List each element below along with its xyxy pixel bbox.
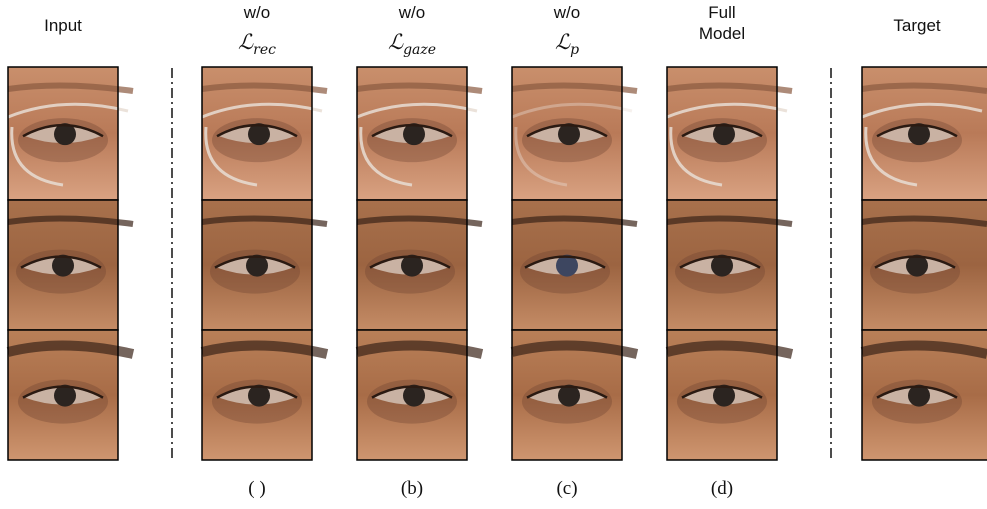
glasses (356, 102, 478, 187)
loss-symbol: ℒ (238, 30, 254, 54)
loss-label: ℒrec (238, 30, 276, 58)
column-header: Input (44, 16, 82, 35)
tile-border (861, 329, 987, 461)
caption: (b) (401, 478, 423, 499)
loss-label: ℒgaze (388, 30, 436, 58)
iris (558, 123, 580, 146)
eyebrow (861, 215, 987, 227)
eyelid (214, 255, 296, 269)
eye-image (356, 199, 483, 331)
iris (558, 384, 580, 407)
eye-image (861, 199, 987, 331)
column-header: w/o (243, 3, 270, 22)
eye-image (666, 199, 793, 331)
eye-image (7, 66, 134, 201)
eye-image (861, 66, 987, 201)
eyebrow (861, 82, 987, 94)
eye-image (201, 199, 328, 331)
eye-image (665, 329, 794, 461)
tile-border (201, 329, 313, 461)
eyelid (876, 385, 958, 399)
caption: (c) (556, 478, 577, 499)
eyelid (371, 123, 453, 138)
tile-border (666, 329, 778, 461)
loss-subscript: rec (253, 42, 276, 58)
iris (54, 123, 76, 146)
loss-symbol: ℒ (388, 30, 404, 54)
caption: (d) (711, 478, 733, 499)
tile-border (7, 329, 119, 461)
glasses (666, 102, 788, 187)
eyelid (876, 123, 958, 138)
iris (403, 123, 425, 146)
eyelid (22, 385, 104, 399)
iris (52, 254, 74, 277)
eyelid (526, 123, 608, 138)
eye-image (201, 66, 328, 201)
eyelid (679, 255, 761, 269)
iris (711, 254, 733, 277)
eyelid (524, 255, 606, 269)
eyelid (216, 385, 298, 399)
eye-image (511, 199, 638, 331)
eye-image (666, 66, 793, 201)
eye-image (6, 329, 135, 461)
iris (54, 384, 76, 407)
column-header: w/o (398, 3, 425, 22)
iris (248, 123, 270, 146)
glasses (201, 102, 323, 187)
eye-image (510, 329, 639, 461)
iris (401, 254, 423, 277)
loss-symbol: ℒ (555, 30, 571, 54)
eye-image (7, 199, 134, 331)
eyelid (22, 123, 104, 138)
tile-border (511, 329, 623, 461)
iris (246, 254, 268, 277)
column-header: w/o (553, 3, 580, 22)
glasses (7, 102, 129, 187)
loss-subscript: gaze (403, 42, 436, 58)
eyelid (369, 255, 451, 269)
loss-subscript: p (570, 42, 579, 58)
iris (248, 384, 270, 407)
column-header: Full (708, 3, 735, 22)
eyebrow (860, 340, 987, 359)
eye-image (511, 66, 638, 201)
eyelid (681, 123, 763, 138)
iris (713, 384, 735, 407)
iris (556, 254, 578, 277)
eye-image (355, 329, 484, 461)
glasses (511, 102, 633, 187)
eyelid (216, 123, 298, 138)
iris (713, 123, 735, 146)
tile-border (356, 329, 468, 461)
iris (908, 123, 930, 146)
eye-image (860, 329, 987, 461)
caption: ( ) (248, 478, 265, 499)
column-header: Model (699, 24, 745, 43)
eyelid (681, 385, 763, 399)
iris (403, 384, 425, 407)
iris (908, 384, 930, 407)
eye-image (356, 66, 483, 201)
eye-image (200, 329, 329, 461)
loss-label: ℒp (555, 30, 579, 58)
eyelid (874, 255, 956, 269)
eyelid (526, 385, 608, 399)
eyelid (371, 385, 453, 399)
glasses (861, 102, 983, 187)
iris (906, 254, 928, 277)
eyelid (20, 255, 102, 269)
column-header: Target (893, 16, 941, 35)
